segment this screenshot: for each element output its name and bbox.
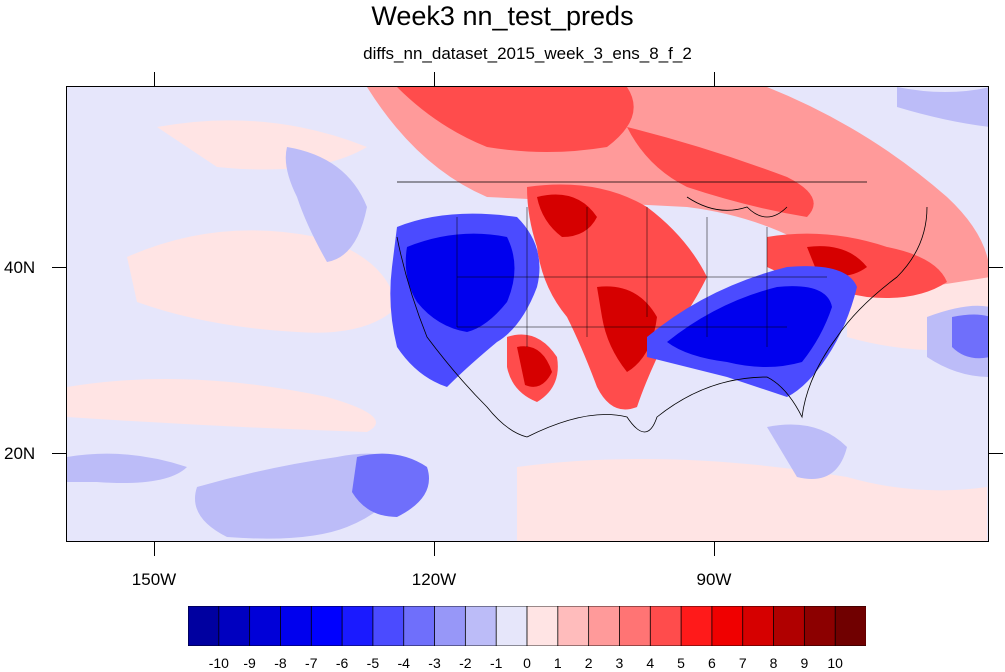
map-panel [66,86,989,542]
colorbar-swatch [280,606,312,646]
colorbar-label: 6 [708,655,716,671]
colorbar [188,606,866,646]
colorbar-label: 8 [769,655,778,671]
colorbar-swatch [188,606,220,646]
map-title: Week3 nn_test_preds [371,1,634,31]
colorbar-swatch [218,606,251,646]
colorbar-swatch [680,606,713,646]
anomaly-field [67,87,988,541]
tick-mark [52,453,66,454]
colorbar-swatch [249,606,282,646]
colorbar-label: 2 [584,655,593,671]
tick-mark [714,542,715,556]
colorbar-label: -6 [335,655,349,671]
colorbar-label: 5 [677,655,685,671]
colorbar-swatch [834,606,866,646]
colorbar-swatch [372,606,405,646]
lat-label-20n: 20N [4,444,36,463]
colorbar-label: 9 [800,655,809,671]
colorbar-label: 4 [646,655,655,671]
colorbar-swatch [742,606,775,646]
tick-mark [434,72,435,86]
tick-mark [434,542,435,556]
colorbar-swatch [619,606,651,646]
colorbar-swatch [526,606,559,646]
colorbar-swatch [434,606,467,646]
colorbar-swatch [464,606,497,646]
colorbar-swatch [341,606,374,646]
colorbar-swatches [188,606,866,646]
lon-label-150w: 150W [131,570,177,589]
colorbar-swatch [557,606,590,646]
colorbar-label: 1 [553,655,562,671]
colorbar-label: 10 [827,655,843,671]
colorbar-label: 7 [738,655,747,671]
colorbar-label: -5 [366,655,380,671]
tick-mark [989,267,1003,268]
tick-mark [989,453,1003,454]
colorbar-label: -2 [459,655,472,671]
colorbar-swatch [495,606,528,646]
tick-mark [52,267,66,268]
colorbar-label: -9 [243,655,256,671]
colorbar-label: -1 [489,655,503,671]
colorbar-label: -3 [428,655,441,671]
tick-mark [154,542,155,556]
colorbar-label: -8 [274,655,287,671]
colorbar-label: 0 [523,655,531,671]
lat-label-40n: 40N [4,258,36,277]
colorbar-swatch [711,606,744,646]
colorbar-swatch [803,606,836,646]
lon-label-90w: 90W [696,570,732,589]
colorbar-label: -7 [305,655,318,671]
tick-mark [714,72,715,86]
colorbar-swatch [588,606,621,646]
colorbar-label: -10 [208,655,229,671]
colorbar-swatch [403,606,436,646]
colorbar-label: 3 [615,655,624,671]
colorbar-swatch [773,606,806,646]
map-subtitle: diffs_nn_dataset_2015_week_3_ens_8_f_2 [363,44,692,63]
lon-label-120w: 120W [411,570,457,589]
colorbar-swatch [649,606,682,646]
tick-mark [154,72,155,86]
colorbar-label: -4 [397,655,410,671]
colorbar-swatch [310,606,343,646]
